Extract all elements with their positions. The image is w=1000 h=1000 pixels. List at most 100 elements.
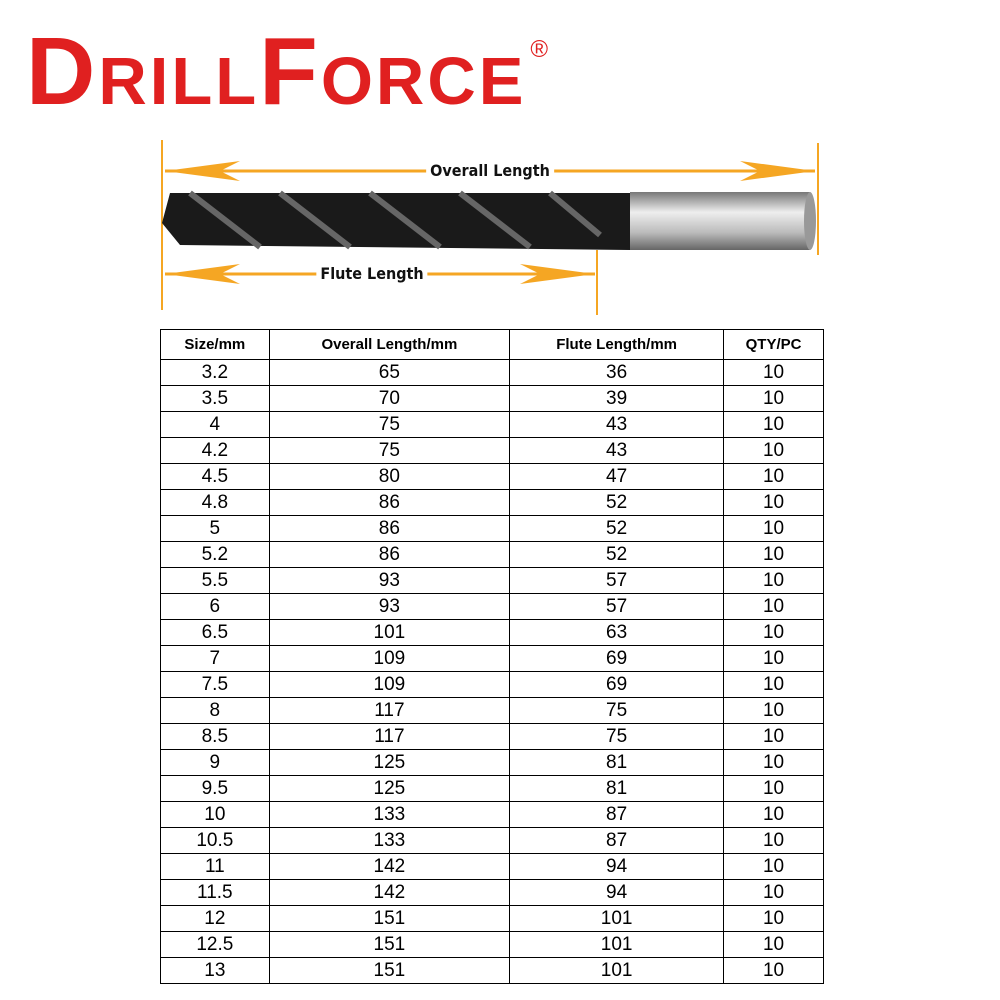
cell-flute-length: 101 [509,931,725,958]
cell-overall-length: 133 [268,801,511,828]
cell-flute-length: 81 [509,749,725,776]
cell-size: 6 [160,593,270,620]
cell-flute-length: 52 [509,515,725,542]
cell-overall-length: 65 [268,359,511,386]
table-row: 7 109 69 10 [160,645,824,672]
cell-size: 4.8 [160,489,270,516]
table-row: 6 93 57 10 [160,593,824,620]
table-row: 12.5 151 101 10 [160,931,824,958]
overall-length-label: Overall Length [426,161,554,180]
cell-overall-length: 101 [268,619,511,646]
table-row: 4 75 43 10 [160,411,824,438]
cell-flute-length: 69 [509,671,725,698]
table-row: 11.5 142 94 10 [160,879,824,906]
cell-flute-length: 94 [509,853,725,880]
cell-qty: 10 [723,879,824,906]
cell-qty: 10 [723,541,824,568]
cell-qty: 10 [723,385,824,412]
cell-qty: 10 [723,749,824,776]
flute-length-label: Flute Length [316,264,428,283]
table-row: 10 133 87 10 [160,801,824,828]
cell-size: 8 [160,697,270,724]
table-row: 11 142 94 10 [160,853,824,880]
cell-qty: 10 [723,931,824,958]
cell-overall-length: 151 [268,905,511,932]
cell-size: 12 [160,905,270,932]
cell-qty: 10 [723,515,824,542]
cell-overall-length: 80 [268,463,511,490]
cell-size: 13 [160,957,270,984]
cell-overall-length: 86 [268,515,511,542]
cell-qty: 10 [723,775,824,802]
cell-size: 9.5 [160,775,270,802]
cell-size: 10.5 [160,827,270,854]
cell-size: 4 [160,411,270,438]
table-row: 3.2 65 36 10 [160,359,824,386]
cell-size: 9 [160,749,270,776]
cell-overall-length: 75 [268,411,511,438]
header-size: Size/mm [160,329,270,360]
cell-qty: 10 [723,567,824,594]
cell-flute-length: 69 [509,645,725,672]
cell-flute-length: 36 [509,359,725,386]
cell-size: 5.2 [160,541,270,568]
table-row: 8 117 75 10 [160,697,824,724]
table-row: 4.5 80 47 10 [160,463,824,490]
table-row: 4.2 75 43 10 [160,437,824,464]
cell-qty: 10 [723,411,824,438]
cell-qty: 10 [723,359,824,386]
cell-flute-length: 57 [509,593,725,620]
cell-overall-length: 109 [268,645,511,672]
cell-flute-length: 47 [509,463,725,490]
cell-overall-length: 117 [268,697,511,724]
header-qty: QTY/PC [723,329,824,360]
cell-size: 4.5 [160,463,270,490]
cell-qty: 10 [723,801,824,828]
cell-flute-length: 52 [509,541,725,568]
cell-flute-length: 52 [509,489,725,516]
cell-qty: 10 [723,463,824,490]
cell-overall-length: 142 [268,879,511,906]
cell-size: 3.5 [160,385,270,412]
header-overall-length: Overall Length/mm [268,329,511,360]
cell-overall-length: 93 [268,593,511,620]
cell-flute-length: 75 [509,723,725,750]
table-row: 9.5 125 81 10 [160,775,824,802]
cell-flute-length: 87 [509,801,725,828]
cell-qty: 10 [723,671,824,698]
cell-overall-length: 133 [268,827,511,854]
cell-size: 11.5 [160,879,270,906]
cell-flute-length: 63 [509,619,725,646]
drill-bit-diagram: Overall Length Flute Length [150,135,840,320]
table-row: 8.5 117 75 10 [160,723,824,750]
table-row: 5 86 52 10 [160,515,824,542]
cell-size: 4.2 [160,437,270,464]
specifications-table: Size/mm Overall Length/mm Flute Length/mm Q… [160,329,824,984]
cell-flute-length: 43 [509,437,725,464]
brand-name: DrillForce [26,18,527,125]
table-row: 10.5 133 87 10 [160,827,824,854]
cell-size: 8.5 [160,723,270,750]
cell-overall-length: 151 [268,957,511,984]
table-row: 12 151 101 10 [160,905,824,932]
cell-size: 7 [160,645,270,672]
table-row: 9 125 81 10 [160,749,824,776]
cell-size: 6.5 [160,619,270,646]
cell-flute-length: 57 [509,567,725,594]
cell-qty: 10 [723,437,824,464]
table-row: 3.5 70 39 10 [160,385,824,412]
cell-qty: 10 [723,723,824,750]
cell-overall-length: 86 [268,489,511,516]
cell-qty: 10 [723,645,824,672]
cell-overall-length: 109 [268,671,511,698]
table-row: 5.2 86 52 10 [160,541,824,568]
cell-overall-length: 125 [268,749,511,776]
cell-size: 10 [160,801,270,828]
cell-qty: 10 [723,957,824,984]
drillforce-logo: DrillForce ® [26,22,548,122]
table-row: 13 151 101 10 [160,957,824,984]
cell-size: 12.5 [160,931,270,958]
cell-size: 7.5 [160,671,270,698]
header-flute-length: Flute Length/mm [509,329,725,360]
cell-qty: 10 [723,697,824,724]
